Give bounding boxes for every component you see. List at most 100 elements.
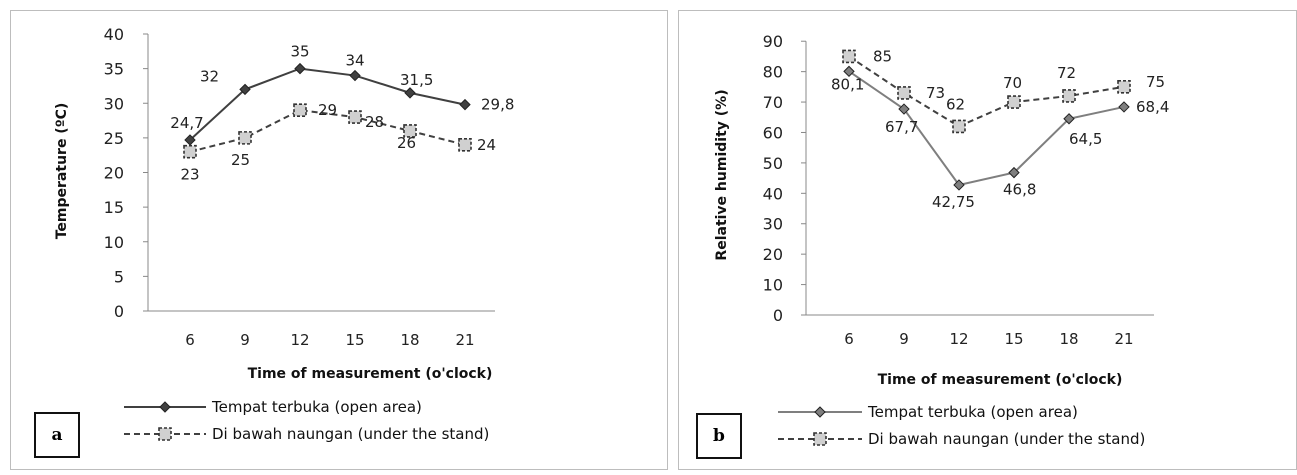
b-legend-marker — [814, 406, 826, 418]
b-y-tick-label: 60 — [763, 123, 783, 142]
a-series-1-point — [183, 144, 197, 159]
a-legend-label: Di bawah naungan (under the stand) — [212, 425, 489, 443]
b-x-tick-label: 15 — [1004, 330, 1023, 348]
b-legend-label: Tempat terbuka (open area) — [867, 403, 1078, 421]
b-y-axis-title: Relative humidity (%) — [714, 89, 730, 260]
panel-a: 0 5 10 15 20 25 30 35 40 6 9 12 15 18 21 Temperature (º… — [10, 10, 668, 470]
a-series-0-line — [189, 67, 466, 141]
a-y-axis-title: Temperature (ºC) — [54, 103, 70, 240]
b-series-0-data-label: 67,7 — [885, 118, 918, 136]
a-x-tick-label: 9 — [240, 331, 250, 349]
a-series-0-point — [349, 69, 361, 82]
a-y-tick-label: 15 — [104, 198, 124, 217]
b-y-tick-label: 90 — [763, 32, 783, 51]
b-y-tick-label: 10 — [763, 276, 783, 295]
panel-b: 0 10 20 30 40 50 60 70 80 90 6 9 12 15 18 21 Relative hu… — [678, 0, 1297, 475]
b-series-0-point — [1063, 113, 1075, 125]
b-series-1-point — [952, 119, 966, 134]
a-y-tick-label: 5 — [114, 267, 124, 286]
a-series-0-data-label: 29,8 — [481, 96, 514, 114]
a-legend-label: Tempat terbuka (open area) — [211, 398, 422, 416]
a-series-1-data-label: 26 — [397, 134, 416, 152]
b-series-0-point — [843, 65, 855, 78]
b-series-0-line — [848, 70, 1125, 187]
a-x-axis-title: Time of measurement (o'clock) — [248, 366, 493, 382]
a-y-tick-label: 0 — [114, 302, 124, 321]
a-series-1-data-label: 28 — [365, 113, 384, 131]
a-series-1-data-label: 29 — [318, 101, 337, 119]
a-x-tick-label: 15 — [345, 331, 364, 349]
b-x-tick-label: 12 — [949, 330, 968, 348]
b-series-0-data-label: 46,8 — [1003, 181, 1036, 199]
a-x-tick-label: 12 — [290, 331, 309, 349]
a-series-0-data-label: 31,5 — [400, 71, 433, 89]
b-legend-label: Di bawah naungan (under the stand) — [868, 430, 1145, 448]
b-y-tick-label: 30 — [763, 215, 783, 234]
a-y-tick-label: 30 — [104, 94, 124, 113]
b-x-tick-label: 18 — [1059, 330, 1078, 348]
a-series-1-data-label: 23 — [180, 166, 199, 184]
a-legend-marker — [158, 427, 172, 441]
b-legend-marker — [813, 432, 827, 446]
a-series-0-point — [459, 98, 471, 111]
b-series-0-data-label: 42,75 — [932, 193, 975, 211]
b-series-0-data-label: 80,1 — [831, 75, 864, 93]
b-y-tick-label: 70 — [763, 93, 783, 112]
chart-a: 0 5 10 15 20 25 30 35 40 6 9 12 15 18 21 Temperature (º… — [54, 25, 514, 443]
a-series-1-point — [293, 103, 307, 117]
a-series-1-point — [458, 138, 472, 152]
b-series-1-point — [842, 49, 856, 64]
a-series-1-data-label: 25 — [231, 151, 250, 169]
a-series-1-point — [403, 124, 417, 138]
b-series-1-point — [897, 86, 911, 100]
b-series-1-data-label: 75 — [1146, 73, 1165, 91]
b-x-axis-title: Time of measurement (o'clock) — [878, 372, 1123, 388]
a-series-0-data-label: 35 — [290, 43, 309, 61]
b-series-1-data-label: 73 — [926, 84, 945, 102]
b-series-1-point — [1117, 80, 1131, 94]
b-x-tick-label: 21 — [1114, 330, 1133, 348]
b-y-tick-label: 20 — [763, 245, 783, 264]
b-series-1-point — [1007, 95, 1021, 109]
b-x-tick-label: 9 — [899, 330, 909, 348]
b-series-1-data-label: 85 — [873, 47, 892, 65]
b-y-tick-label: 50 — [763, 154, 783, 173]
panel-b-letter: b — [696, 413, 742, 459]
a-legend-marker — [159, 401, 171, 413]
a-y-tick-label: 10 — [104, 233, 124, 252]
b-series-0-point — [953, 179, 965, 191]
a-x-tick-label: 21 — [455, 331, 474, 349]
a-x-tick-label: 6 — [185, 331, 195, 349]
a-series-1-point — [238, 131, 252, 145]
panel-a-letter: a — [34, 412, 80, 458]
a-series-0-point — [294, 62, 306, 75]
a-series-0-data-label: 34 — [345, 52, 364, 70]
b-y-tick-label: 80 — [763, 63, 783, 82]
b-series-1-data-label: 72 — [1057, 64, 1076, 82]
b-series-0-point — [1118, 101, 1130, 113]
b-series-0-point — [1008, 166, 1020, 179]
b-series-0-point — [898, 103, 910, 115]
a-y-tick-label: 25 — [104, 129, 124, 148]
a-y-tick-label: 40 — [104, 25, 124, 44]
b-series-1-data-label: 70 — [1003, 74, 1022, 92]
b-x-tick-label: 6 — [844, 330, 854, 348]
a-series-0-point — [404, 87, 416, 99]
a-series-0-point — [239, 83, 251, 96]
b-series-1-data-label: 62 — [946, 95, 965, 113]
b-y-tick-label: 0 — [773, 306, 783, 325]
a-y-tick-label: 35 — [104, 60, 124, 79]
a-series-1-point — [348, 110, 362, 124]
a-series-0-data-label: 24,7 — [170, 114, 203, 132]
a-series-0-data-label: 32 — [200, 67, 219, 85]
b-series-0-data-label: 64,5 — [1069, 130, 1102, 148]
b-series-0-data-label: 68,4 — [1136, 98, 1169, 116]
chart-b: 0 10 20 30 40 50 60 70 80 90 6 9 12 15 18 21 Relative hu… — [714, 32, 1169, 448]
b-series-1-line — [848, 55, 1125, 128]
a-x-tick-label: 18 — [400, 331, 419, 349]
panel-a-frame — [10, 10, 668, 470]
b-series-1-point — [1062, 89, 1076, 103]
a-series-1-data-label: 24 — [477, 136, 496, 154]
b-y-tick-label: 40 — [763, 184, 783, 203]
a-y-tick-label: 20 — [104, 164, 124, 183]
